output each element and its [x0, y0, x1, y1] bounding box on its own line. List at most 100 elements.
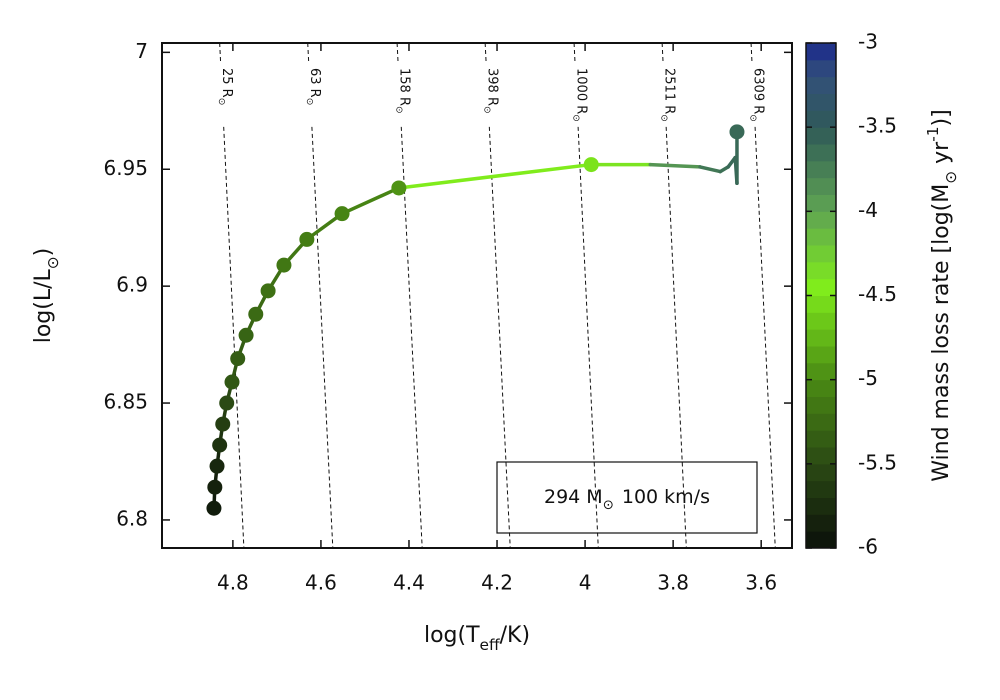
radius-label-part: 63 R	[307, 68, 322, 98]
radius-line	[484, 42, 511, 549]
radius-label-part: ⊙	[659, 114, 669, 122]
radius-label-part: 6309 R	[751, 68, 766, 114]
x-tick-label: 3.6	[745, 571, 777, 595]
radius-label-part: 2511 R	[662, 68, 677, 114]
colorbar-band	[806, 194, 836, 212]
colorbar-label-part: yr	[929, 141, 954, 171]
colorbar-band	[806, 144, 836, 162]
colorbar-band	[806, 59, 836, 78]
colorbar-label-part: ⊙	[942, 171, 960, 184]
track-segment	[397, 162, 593, 190]
colorbar-band	[806, 480, 836, 498]
colorbar-band	[806, 396, 836, 414]
y-tick-label: 6.9	[116, 273, 148, 297]
colorbar-label: Wind mass loss rate [log(M⊙ yr-1)]	[924, 109, 960, 481]
colorbar-band	[806, 447, 836, 465]
colorbar-tick-label: -6	[858, 535, 878, 559]
colorbar-band	[806, 228, 836, 246]
track-marker	[206, 500, 222, 516]
colorbar-band	[806, 362, 836, 381]
track-marker	[391, 180, 407, 196]
track-marker	[238, 327, 254, 343]
radius-label-bg	[483, 64, 498, 124]
radius-label-bg	[572, 64, 587, 124]
y-tick-label: 6.95	[103, 156, 148, 180]
track-marker	[207, 479, 223, 495]
x-tick-label: 4	[579, 571, 592, 595]
radius-label-part: 1000 R	[574, 68, 589, 114]
track-segment	[698, 165, 722, 174]
radius-label: 6309 R⊙	[748, 68, 766, 122]
colorbar-tick-label: -5.5	[858, 450, 897, 474]
y-tick-label: 6.8	[116, 506, 148, 530]
x-axis-label: log(Teff/K)	[424, 623, 530, 654]
track-marker	[299, 231, 315, 247]
track-marker	[583, 157, 599, 173]
track-segment	[648, 162, 702, 169]
colorbar-tick-label: -3	[858, 30, 878, 54]
track-marker	[276, 257, 292, 273]
radius-label-part: 398 R	[485, 68, 500, 106]
y-tick-label: 6.85	[103, 390, 148, 414]
radius-label: 63 R⊙	[304, 68, 322, 105]
track-segment	[340, 186, 401, 216]
colorbar-band	[806, 93, 836, 111]
annotation-box	[496, 461, 758, 534]
track-marker	[260, 283, 276, 299]
radius-line	[219, 42, 245, 549]
radius-label-part: ⊙	[216, 98, 226, 106]
track-marker	[248, 306, 264, 322]
colorbar-band	[806, 531, 836, 549]
radius-label-bg	[217, 64, 232, 124]
x-tick-label: 4.6	[305, 571, 337, 595]
radius-label: 398 R⊙	[482, 68, 500, 114]
colorbar-tick-label: -4	[858, 198, 878, 222]
track-marker	[230, 351, 246, 367]
plot-frame	[161, 42, 793, 549]
radius-label-part: ⊙	[482, 106, 492, 114]
x-axis-label-part: /K)	[500, 623, 530, 648]
radius-label-part: 158 R	[397, 68, 412, 106]
radius-label-part: ⊙	[394, 106, 404, 114]
radius-label-part: ⊙	[304, 98, 314, 106]
x-tick-label: 4.2	[481, 571, 513, 595]
colorbar-band	[806, 295, 836, 313]
colorbar-band	[806, 76, 836, 94]
y-axis-label-part: ⊙	[44, 256, 62, 269]
radius-label-bg	[660, 64, 675, 124]
colorbar-band	[806, 43, 836, 61]
colorbar-band	[806, 261, 836, 280]
colorbar-tick-label: -3.5	[858, 114, 897, 138]
annotation-part: ⊙	[603, 498, 614, 513]
colorbar-band	[806, 278, 836, 296]
colorbar-band	[806, 127, 836, 145]
colorbar-band	[806, 160, 836, 179]
x-tick-label: 3.8	[657, 571, 689, 595]
colorbar-band	[806, 312, 836, 330]
y-tick-label: 7	[135, 39, 148, 63]
track-marker	[334, 206, 350, 222]
radius-label: 158 R⊙	[394, 68, 412, 114]
colorbar-tick-label: -4.5	[858, 282, 897, 306]
track-marker	[224, 374, 240, 390]
annotation-part: 100 km/s	[622, 486, 710, 508]
radius-line	[573, 42, 599, 549]
radius-label-part: ⊙	[748, 114, 758, 122]
colorbar-band	[806, 329, 836, 347]
radius-label: 1000 R⊙	[571, 68, 589, 122]
radius-line	[396, 42, 423, 549]
y-axis-label: log(L/L⊙)	[31, 248, 62, 344]
colorbar-band	[806, 177, 836, 195]
colorbar-band	[806, 245, 836, 263]
radius-label-bg	[749, 64, 764, 124]
track-marker	[219, 395, 235, 411]
y-axis-label-part: log(L/L	[31, 268, 56, 343]
x-axis-label-part: eff	[480, 636, 500, 654]
radius-line	[750, 42, 776, 549]
radius-line	[307, 42, 334, 549]
colorbar-band	[806, 211, 836, 229]
colorbar-band	[806, 463, 836, 482]
track-marker	[209, 458, 225, 474]
radius-label: 2511 R⊙	[659, 68, 677, 122]
